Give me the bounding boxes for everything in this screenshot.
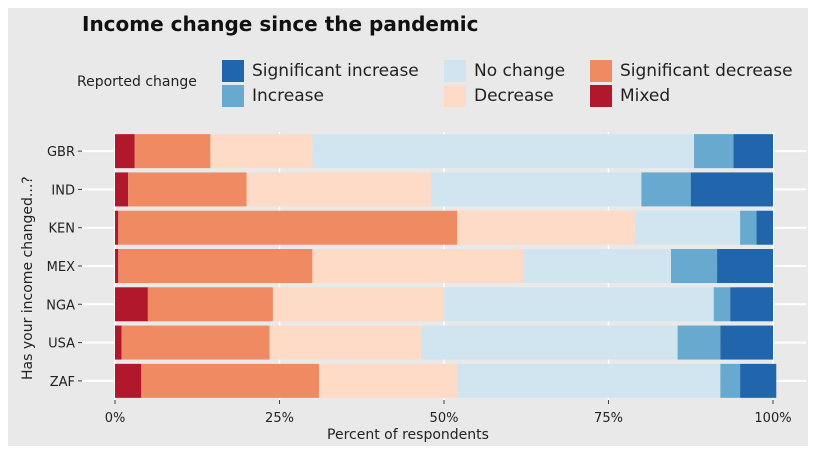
bar-segment [269,325,421,360]
bar-segment [115,287,148,322]
bar-segment [312,249,523,283]
bar-segment [740,210,757,245]
legend-title: Reported change [77,74,197,90]
chart-title: Income change since the pandemic [82,12,479,36]
bar-segment [756,210,773,245]
bar-segment [720,325,773,360]
bar-segment [677,325,721,360]
bar-segment [115,134,135,169]
bar-segment [312,134,695,169]
bar-segment [210,134,313,169]
bar-segment [246,172,431,207]
bar-segment [118,249,313,283]
bar-segment [141,363,319,398]
legend-swatch [444,85,466,107]
bar-segment [444,287,714,322]
legend-label: Increase [252,86,324,106]
bar-segment [115,363,142,398]
bar-segment [720,363,741,398]
bar-segment [671,249,718,283]
x-tick-label: 75% [594,411,623,426]
bar-segment [134,134,211,169]
bar-segment [740,363,777,398]
bar-segment [522,249,672,283]
bar-segment [121,325,270,360]
bar-segment [128,172,247,207]
y-axis-label: Has your income changed...? [20,176,36,380]
legend-swatch [590,85,612,107]
x-tick-label: 0% [105,411,126,426]
bar-segment [420,325,678,360]
bar-segment [634,210,741,245]
bar-segment [641,172,691,207]
bar-segment [733,134,773,169]
x-tick-label: 50% [430,411,459,426]
y-tick-label: GBR [47,145,75,160]
bar-segment [713,287,731,322]
y-tick-label: USA [48,337,75,352]
bar-segment [115,249,119,283]
legend-swatch [222,85,244,107]
bar-segment [457,210,635,245]
y-tick-label: MEX [47,260,75,275]
x-axis-label: Percent of respondents [327,427,489,443]
bar-segment [115,172,129,207]
bar-segment [115,210,119,245]
x-tick-label: 100% [754,411,791,426]
legend-swatch [222,60,244,82]
bar-segment [147,287,273,322]
x-tick-label: 25% [265,411,294,426]
legend-label: Decrease [474,86,554,106]
bar-segment [457,363,721,398]
bar-segment [318,363,458,398]
legend-label: Significant decrease [620,61,793,81]
legend-label: Mixed [620,86,671,106]
bar-segment [115,325,122,360]
legend-swatch [444,60,466,82]
bar-segment [118,210,458,245]
bar-segment [690,172,773,207]
y-tick-label: NGA [46,298,75,313]
bar-segment [430,172,642,207]
y-tick-label: IND [51,183,75,198]
bar-segment [717,249,773,283]
y-tick-label: ZAF [50,375,75,390]
bar-segment [272,287,444,322]
legend-label: No change [474,61,566,81]
legend-label: Significant increase [252,61,419,81]
legend-swatch [590,60,612,82]
bar-segment [694,134,734,169]
y-tick-label: KEN [49,222,75,237]
bar-segment [730,287,773,322]
